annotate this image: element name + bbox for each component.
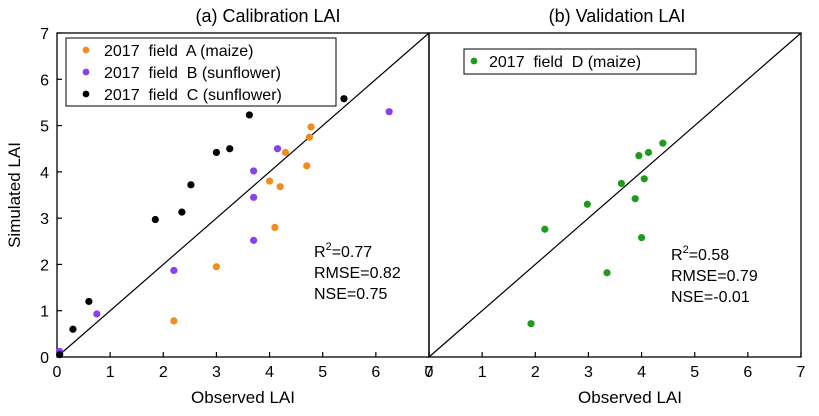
data-point-a-series-2: [245, 111, 253, 119]
y-tick-label: 7: [40, 26, 49, 43]
data-point-a-series-0: [281, 148, 290, 157]
y-tick-label: 2: [40, 257, 49, 274]
x-tick-label: 1: [106, 364, 115, 381]
data-point-a-series-0: [271, 223, 279, 231]
panel-a-nse: NSE=0.75: [314, 286, 387, 303]
data-point-a-series-2: [85, 297, 93, 306]
data-point-a-series-2: [151, 215, 159, 224]
data-point-a-series-0: [265, 177, 274, 185]
y-tick-label: 3: [40, 211, 49, 228]
data-point-a-series-1: [385, 108, 393, 116]
data-point-b-series-0: [635, 152, 643, 160]
panel-b-stats: R2=0.58 RMSE=0.79 NSE=-0.01: [671, 244, 758, 306]
data-point-a-series-1: [250, 167, 258, 175]
legend-label-field-a: 2017 field A (maize): [104, 43, 253, 60]
panel-b-nse: NSE=-0.01: [671, 289, 750, 306]
x-tick-label: 4: [265, 364, 274, 381]
data-point-a-series-1: [93, 310, 101, 318]
data-point-a-series-2: [178, 208, 186, 216]
data-point-b-series-0: [659, 139, 667, 147]
calibration-panel: (a) Calibration LAI 0 1 2 3 4 5 6 7 0 1 2 3 4 5 6 7 Ob…: [5, 6, 434, 407]
panel-b-one-to-one-line: [428, 32, 802, 358]
x-tick-label: 0: [53, 364, 62, 381]
data-point-b-series-0: [541, 225, 549, 233]
panel-a-legend-box: [65, 37, 337, 107]
panel-b-points: [527, 139, 667, 328]
panel-a-y-axis-label: Simulated LAI: [5, 142, 24, 248]
panel-a-y-axis: 0 1 2 3 4 5 6 7: [40, 26, 62, 367]
data-point-a-series-0: [212, 263, 221, 271]
panel-a-one-to-one-line: [56, 32, 430, 358]
data-point-b-series-0: [527, 320, 535, 328]
y-tick-label: 1: [40, 304, 49, 321]
x-tick-label: 6: [371, 364, 380, 381]
data-point-b-series-0: [603, 269, 611, 277]
panel-b-title: (b) Validation LAI: [549, 6, 686, 26]
data-point-a-series-1: [250, 193, 258, 201]
x-tick-label: 2: [159, 364, 168, 381]
data-point-a-series-2: [340, 95, 348, 103]
panel-a-title: (a) Calibration LAI: [195, 6, 340, 26]
data-point-a-series-1: [250, 236, 258, 244]
y-tick-label: 0: [40, 350, 49, 367]
legend-marker-field-a: [82, 46, 90, 54]
x-tick-label: 6: [743, 364, 752, 381]
panel-a-stats: R2=0.77 RMSE=0.82 NSE=0.75: [314, 241, 401, 303]
data-point-a-series-2: [187, 181, 195, 189]
panel-b-rmse: RMSE=0.79: [671, 268, 758, 285]
x-tick-label: 1: [478, 364, 487, 381]
panel-a-rmse: RMSE=0.82: [314, 265, 401, 282]
x-tick-label: 7: [425, 364, 434, 381]
panel-a-x-axis-label: Observed LAI: [191, 388, 295, 407]
data-point-b-series-0: [583, 200, 591, 208]
data-point-a-series-0: [307, 123, 315, 131]
data-point-b-series-0: [637, 233, 646, 242]
legend-label-field-c: 2017 field C (sunflower): [104, 87, 282, 104]
legend-label-field-d: 2017 field D (maize): [489, 54, 641, 71]
data-point-a-series-2: [212, 148, 221, 157]
data-point-b-series-0: [617, 179, 625, 188]
x-tick-label: 2: [531, 364, 540, 381]
legend-label-field-b: 2017 field B (sunflower): [104, 65, 281, 82]
data-point-a-series-2: [226, 145, 234, 153]
x-tick-label: 4: [637, 364, 646, 381]
x-tick-label: 3: [584, 364, 593, 381]
data-point-b-series-0: [640, 175, 648, 183]
y-tick-label: 5: [40, 119, 49, 136]
x-tick-label: 5: [690, 364, 699, 381]
panel-a-r2: R2=0.77: [314, 241, 372, 261]
x-tick-label: 5: [318, 364, 327, 381]
legend-marker-field-b: [82, 68, 90, 76]
panel-b-x-axis: 0 1 2 3 4 5 6 7: [425, 352, 806, 381]
x-tick-label: 3: [212, 364, 221, 381]
x-tick-label: 7: [797, 364, 806, 381]
data-point-a-series-0: [303, 162, 311, 170]
panel-b-legend-box: [463, 48, 697, 75]
y-tick-label: 4: [40, 165, 49, 182]
y-tick-label: 6: [40, 72, 49, 89]
data-point-a-series-2: [69, 325, 77, 333]
data-point-b-series-0: [644, 148, 653, 157]
data-point-b-series-0: [631, 195, 639, 203]
validation-panel: (b) Validation LAI 0 1 2 3 4 5 6 7 Observed LAI…: [425, 6, 806, 407]
panel-a-points: [56, 95, 393, 359]
data-point-a-series-0: [170, 317, 178, 325]
data-point-a-series-1: [170, 266, 178, 275]
data-point-a-series-0: [276, 183, 284, 191]
panel-b-legend: 2017 field D (maize): [463, 48, 697, 75]
panel-a-legend: 2017 field A (maize) 2017 field B (sunfl…: [65, 37, 337, 107]
legend-marker-field-c: [82, 90, 90, 98]
data-point-a-series-0: [305, 133, 314, 141]
legend-marker-field-d: [470, 57, 478, 65]
panel-b-r2: R2=0.58: [671, 244, 729, 264]
data-point-a-series-1: [273, 145, 282, 153]
panel-b-x-axis-label: Observed LAI: [578, 388, 682, 407]
panel-b-plot-frame: [428, 32, 802, 358]
data-point-a-series-2: [56, 351, 64, 359]
x-tick-label: 0: [425, 364, 434, 381]
